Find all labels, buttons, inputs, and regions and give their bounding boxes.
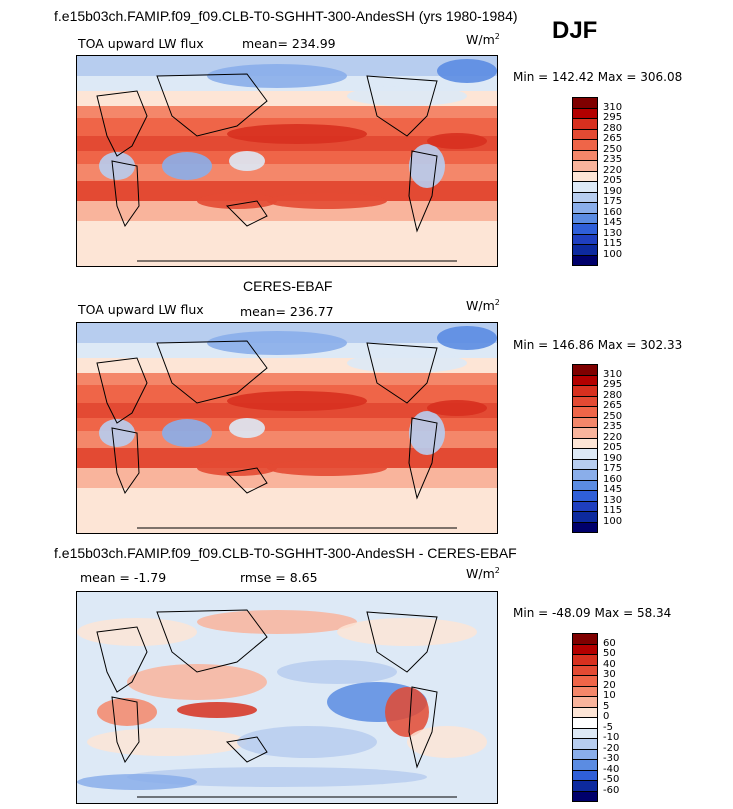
panel3-colorbar: 60 50 40 30 20 10 5 0 -5 -10 -20 -30 -40 -50 -60 (572, 633, 619, 802)
colorbar-tick-label: -50 (603, 774, 620, 785)
colorbar-tick-label: 50 (603, 648, 616, 659)
colorbar-tick-label: 5 (603, 700, 610, 712)
colorbar-tick-label: 295 (603, 379, 623, 390)
panel1-colorbar: 310 295 280 265 250 235 220 205 190 175 160 145 130 1… (572, 97, 622, 266)
colorbar-tick-label: 100 (603, 515, 623, 527)
season-label: DJF (552, 17, 598, 44)
panel1-map-field (77, 56, 497, 266)
colorbar-tick-label: 310 (603, 368, 623, 380)
colorbar-tick-label: 250 (603, 410, 623, 422)
colorbar-tick-label: 265 (603, 133, 623, 144)
colorbar-tick-label: -20 (603, 742, 620, 754)
panel2-heading: CERES-EBAF (243, 278, 333, 294)
colorbar-tick-label: 235 (603, 421, 623, 432)
colorbar-tick-label: 30 (603, 669, 616, 680)
panel3-mean: mean = -1.79 (80, 570, 167, 585)
panel3-heading: f.e15b03ch.FAMIP.f09_f09.CLB-T0-SGHHT-30… (54, 545, 517, 561)
colorbar-tick-label: -10 (603, 732, 620, 743)
colorbar-tick-label: 205 (603, 442, 623, 453)
panel3-map-field (77, 592, 497, 803)
panel1-minmax: Min = 142.42 Max = 306.08 (513, 70, 683, 84)
colorbar-tick-label: 100 (603, 248, 623, 260)
colorbar-tick-label: -60 (603, 784, 620, 796)
colorbar-tick-label: 250 (603, 143, 623, 155)
panel3-rmse: rmse = 8.65 (240, 570, 318, 585)
colorbar-tick-label: 115 (603, 505, 623, 516)
colorbar-tick-label: 145 (603, 217, 623, 228)
colorbar-tick-label: 145 (603, 484, 623, 495)
colorbar-tick-label: 40 (603, 658, 616, 670)
colorbar-tick-label: 115 (603, 238, 623, 249)
colorbar-tick-label: 190 (603, 452, 623, 464)
colorbar-tick-label: -40 (603, 763, 620, 775)
colorbar-tick-label: -5 (603, 721, 613, 733)
panel3-minmax: Min = -48.09 Max = 58.34 (513, 606, 672, 620)
panel2-minmax: Min = 146.86 Max = 302.33 (513, 338, 683, 352)
colorbar-tick-label: 175 (603, 463, 623, 474)
figure-title: f.e15b03ch.FAMIP.f09_f09.CLB-T0-SGHHT-30… (54, 8, 518, 24)
colorbar-tick-label: 190 (603, 185, 623, 197)
colorbar-tick-label: 295 (603, 112, 623, 123)
panel2-map (76, 322, 498, 534)
panel2-field-label: TOA upward LW flux (78, 302, 204, 317)
colorbar-tick-label: 10 (603, 690, 616, 701)
colorbar-tick-label: 130 (603, 494, 623, 506)
panel1-units: W/m2 (466, 32, 500, 48)
colorbar-tick-label: 20 (603, 679, 616, 691)
colorbar-tick-label: 265 (603, 400, 623, 411)
panel1-map (76, 55, 498, 267)
panel3-units: W/m2 (466, 566, 500, 582)
panel2-mean: mean= 236.77 (240, 304, 334, 319)
colorbar-tick-label: 175 (603, 196, 623, 207)
panel2-map-field (77, 323, 497, 533)
colorbar-tick-label: 205 (603, 175, 623, 186)
colorbar-swatch (572, 790, 598, 802)
colorbar-swatch (572, 521, 598, 533)
colorbar-tick-label: 280 (603, 389, 623, 401)
colorbar-tick-label: 220 (603, 164, 623, 176)
panel2-units: W/m2 (466, 298, 500, 314)
colorbar-tick-label: 60 (603, 637, 616, 649)
colorbar-tick-label: 220 (603, 431, 623, 443)
colorbar-tick-label: 160 (603, 473, 623, 485)
colorbar-tick-label: 280 (603, 122, 623, 134)
panel3-map (76, 591, 498, 804)
panel1-mean: mean= 234.99 (242, 36, 336, 51)
panel1-field-label: TOA upward LW flux (78, 36, 204, 51)
colorbar-tick-label: 235 (603, 154, 623, 165)
colorbar-tick-label: 130 (603, 227, 623, 239)
colorbar-tick-label: -30 (603, 753, 620, 764)
colorbar-tick-label: 310 (603, 101, 623, 113)
colorbar-swatch (572, 254, 598, 266)
colorbar-tick-label: 160 (603, 206, 623, 218)
colorbar-tick-label: 0 (603, 711, 610, 722)
panel2-colorbar: 310 295 280 265 250 235 220 205 190 175 160 145 130 1… (572, 364, 622, 533)
